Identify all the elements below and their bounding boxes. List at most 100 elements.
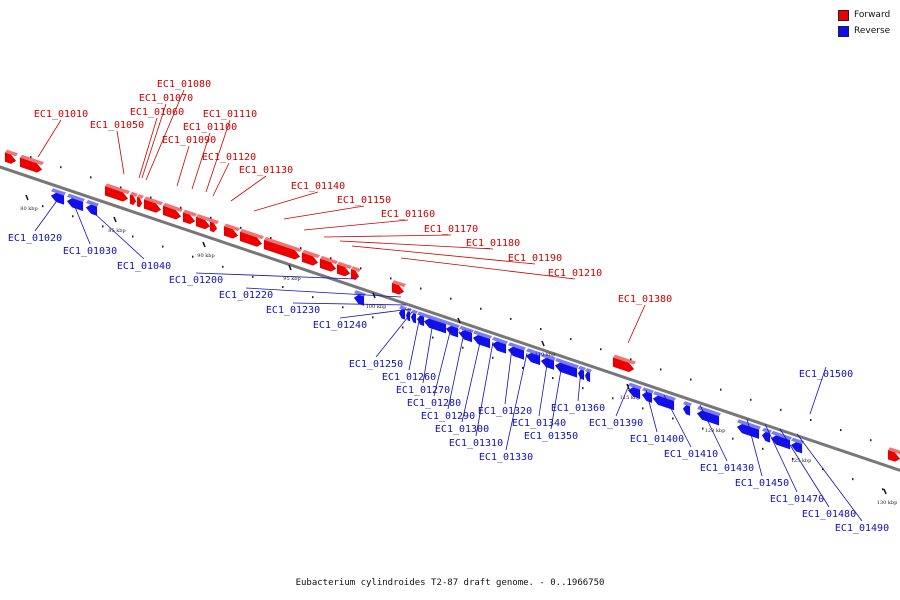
gene-label-ec1-01100[interactable]: EC1_01100	[183, 122, 237, 190]
reverse-gene-block[interactable]	[445, 321, 460, 338]
reverse-gene-block[interactable]	[458, 325, 474, 343]
gene-top-face	[20, 154, 44, 166]
reverse-gene-block[interactable]	[423, 313, 448, 334]
reverse-gene-block[interactable]	[85, 199, 99, 217]
forward-gene-block[interactable]	[350, 266, 361, 281]
reverse-gene-block[interactable]	[577, 365, 586, 381]
gene-label-ec1-01200[interactable]: EC1_01200	[169, 272, 357, 286]
forward-gene-block[interactable]	[19, 154, 44, 173]
gene-label-ec1-01290[interactable]: EC1_01290	[421, 332, 475, 422]
reverse-gene-block[interactable]	[416, 311, 426, 327]
gene-label-ec1-01130[interactable]: EC1_01130	[230, 165, 293, 202]
kbp-tick	[25, 194, 29, 201]
gene-top-face	[411, 309, 418, 315]
gene-label-leader	[245, 287, 402, 298]
gene-label-ec1-01280[interactable]: EC1_01280	[407, 327, 461, 409]
forward-gene-block[interactable]	[129, 191, 138, 206]
gene-label-ec1-01380[interactable]: EC1_01380	[618, 294, 672, 344]
reverse-gene-block[interactable]	[472, 330, 492, 349]
forward-gene-block[interactable]	[887, 447, 900, 462]
gene-label-ec1-01240[interactable]: EC1_01240	[313, 308, 412, 331]
forward-gene-block[interactable]	[4, 149, 18, 164]
gene-label-ec1-01260[interactable]: EC1_01260	[382, 315, 436, 383]
gene-label-ec1-01390[interactable]: EC1_01390	[589, 384, 643, 429]
gene-label-ec1-01310[interactable]: EC1_01310	[449, 341, 503, 449]
gene-label-ec1-01340[interactable]: EC1_01340	[512, 357, 566, 429]
reverse-gene-block[interactable]	[627, 382, 642, 400]
reverse-gene-block[interactable]	[770, 430, 792, 450]
forward-gene-block[interactable]	[182, 209, 197, 225]
gene-label-text: EC1_01400	[630, 434, 684, 445]
gene-label-ec1-01120[interactable]: EC1_01120	[202, 152, 256, 197]
gene-label-ec1-01040[interactable]: EC1_01040	[92, 211, 171, 272]
reverse-gene-block[interactable]	[584, 368, 592, 383]
forward-gene-block[interactable]	[104, 183, 130, 202]
gene-label-ec1-01220[interactable]: EC1_01220	[219, 287, 402, 301]
tick-dot	[252, 275, 254, 278]
gene-label-ec1-01230[interactable]: EC1_01230	[266, 302, 407, 316]
gene-label-ec1-01030[interactable]: EC1_01030	[63, 206, 117, 257]
gene-label-leader	[92, 211, 145, 260]
forward-gene-block[interactable]	[239, 228, 264, 247]
reverse-gene-block[interactable]	[50, 188, 66, 205]
forward-gene-block[interactable]	[263, 236, 302, 260]
gene-label-ec1-01050[interactable]: EC1_01050	[90, 120, 144, 175]
reverse-gene-block[interactable]	[682, 401, 692, 416]
forward-gene-block[interactable]	[336, 261, 352, 277]
forward-gene-block[interactable]	[209, 218, 219, 233]
gene-label-ec1-01410[interactable]: EC1_01410	[663, 394, 718, 460]
gene-body	[736, 423, 760, 440]
gene-label-ec1-01170[interactable]: EC1_01170	[323, 224, 478, 238]
gene-label-ec1-01350[interactable]: EC1_01350	[524, 363, 578, 442]
gene-label-ec1-01210[interactable]: EC1_01210	[400, 257, 602, 280]
reverse-gene-block[interactable]	[410, 309, 418, 324]
gene-label-ec1-01270[interactable]: EC1_01270	[396, 321, 450, 396]
gene-body	[612, 357, 635, 373]
forward-gene-block[interactable]	[319, 255, 338, 272]
gene-label-ec1-01360[interactable]: EC1_01360	[551, 369, 605, 414]
gene-label-ec1-01160[interactable]: EC1_01160	[303, 209, 435, 231]
reverse-gene-block[interactable]	[641, 387, 654, 404]
reverse-gene-block[interactable]	[696, 405, 721, 426]
forward-gene-block[interactable]	[301, 249, 320, 266]
forward-gene-block[interactable]	[391, 280, 406, 295]
gene-label-ec1-01070[interactable]: EC1_01070	[139, 93, 193, 179]
gene-label-ec1-01150[interactable]: EC1_01150	[283, 195, 391, 220]
tick-dot	[342, 306, 344, 309]
gene-label-ec1-01190[interactable]: EC1_01190	[351, 245, 562, 265]
gene-label-ec1-01330[interactable]: EC1_01330	[479, 352, 533, 463]
reverse-gene-block[interactable]	[554, 358, 579, 378]
gene-label-ec1-01020[interactable]: EC1_01020	[8, 201, 62, 244]
gene-label-ec1-01490[interactable]: EC1_01490	[796, 433, 889, 534]
reverse-gene-block[interactable]	[790, 437, 804, 454]
reverse-gene-block[interactable]	[66, 193, 85, 212]
reverse-gene-block[interactable]	[398, 305, 407, 320]
forward-gene-block[interactable]	[195, 214, 212, 230]
gene-label-ec1-01500[interactable]: EC1_01500	[799, 366, 853, 415]
gene-label-ec1-01450[interactable]: EC1_01450	[735, 418, 789, 489]
gene-label-ec1-01480[interactable]: EC1_01480	[779, 428, 856, 520]
gene-label-ec1-01470[interactable]: EC1_01470	[764, 423, 824, 505]
gene-label-ec1-01320[interactable]: EC1_01320	[478, 347, 532, 417]
gene-label-ec1-01140[interactable]: EC1_01140	[253, 181, 345, 212]
gene-label-ec1-01180[interactable]: EC1_01180	[339, 238, 520, 250]
gene-label-ec1-01300[interactable]: EC1_01300	[435, 337, 489, 435]
forward-gene-block[interactable]	[162, 202, 183, 220]
forward-gene-block[interactable]	[143, 196, 163, 213]
gene-label-ec1-01060[interactable]: EC1_01060	[130, 107, 184, 179]
gene-label-ec1-01080[interactable]: EC1_01080	[145, 79, 211, 181]
forward-gene-block[interactable]	[136, 194, 144, 208]
reverse-gene-block[interactable]	[491, 336, 508, 354]
reverse-gene-block[interactable]	[540, 353, 556, 371]
gene-label-ec1-01400[interactable]: EC1_01400	[630, 389, 684, 445]
reverse-gene-block[interactable]	[353, 290, 366, 307]
forward-gene-block[interactable]	[223, 223, 240, 239]
forward-gene-block[interactable]	[612, 354, 636, 373]
gene-label-ec1-01430[interactable]: EC1_01430	[699, 404, 754, 474]
reverse-gene-block[interactable]	[736, 419, 761, 440]
gene-label-ec1-01250[interactable]: EC1_01250	[349, 311, 413, 370]
reverse-gene-block[interactable]	[525, 348, 542, 366]
gene-label-ec1-01110[interactable]: EC1_01110	[203, 109, 257, 193]
gene-label-ec1-01010[interactable]: EC1_01010	[34, 109, 88, 158]
gene-label-ec1-01090[interactable]: EC1_01090	[162, 135, 216, 187]
